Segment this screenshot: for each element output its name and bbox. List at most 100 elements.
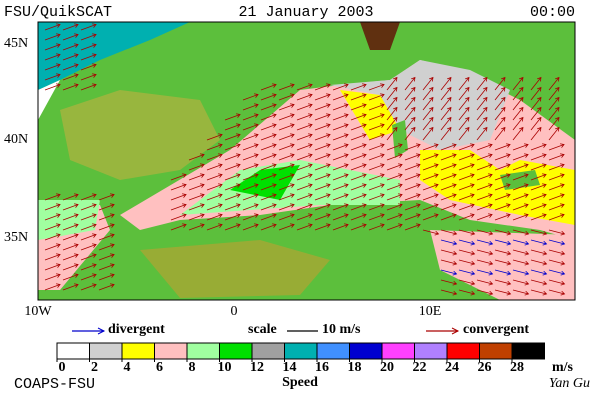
- wind-arrow: [458, 279, 476, 286]
- wind-arrow: [242, 223, 259, 231]
- wind-arrow: [386, 163, 403, 171]
- wind-arrow: [242, 103, 259, 111]
- wind-arrow: [80, 83, 97, 91]
- wind-arrow: [530, 249, 548, 256]
- lat-label: 40N: [4, 132, 28, 147]
- wind-arrow: [548, 86, 560, 101]
- wind-arrow: [458, 143, 475, 151]
- wind-arrow: [512, 143, 529, 151]
- wind-arrow: [350, 223, 367, 231]
- wind-arrow: [494, 269, 512, 276]
- wind-arrow: [404, 106, 416, 121]
- wind-arrow: [422, 106, 434, 121]
- wind-arrow: [314, 173, 331, 181]
- wind-arrow: [530, 193, 547, 201]
- wind-arrow: [548, 106, 560, 121]
- wind-arrow: [296, 193, 313, 201]
- wind-arrow: [260, 183, 277, 191]
- colorbar-box: [511, 342, 545, 360]
- wind-arrow: [422, 76, 434, 91]
- wind-arrow: [440, 229, 458, 236]
- colorbar-box: [381, 342, 415, 360]
- wind-arrow: [80, 243, 97, 251]
- colorbar-label: Speed: [282, 375, 318, 390]
- wind-arrow: [476, 279, 494, 286]
- wind-arrow: [260, 163, 277, 171]
- wind-arrow: [476, 163, 493, 171]
- wind-arrow: [422, 126, 434, 141]
- wind-arrow: [314, 113, 331, 121]
- wind-arrow: [242, 123, 259, 131]
- wind-arrow: [332, 173, 349, 181]
- colorbar-tick-label: 16: [315, 360, 329, 375]
- wind-arrow: [548, 203, 565, 211]
- wind-arrow: [476, 289, 494, 296]
- wind-arrow: [278, 103, 295, 111]
- arrow-head: [97, 327, 106, 335]
- wind-arrow: [530, 153, 547, 161]
- wind-arrow: [44, 233, 61, 241]
- wind-arrow: [188, 163, 205, 171]
- wind-arrow: [62, 263, 79, 271]
- wind-arrow: [548, 163, 565, 171]
- wind-arrow: [404, 213, 421, 221]
- wind-arrow: [440, 279, 458, 286]
- wind-arrow: [332, 203, 349, 211]
- wind-arrow: [62, 33, 79, 41]
- wind-arrow: [224, 173, 241, 181]
- wind-arrow: [476, 229, 494, 236]
- wind-arrow: [332, 93, 349, 101]
- wind-arrow: [62, 73, 79, 81]
- wind-arrow: [242, 163, 259, 171]
- lon-label: 0: [231, 304, 238, 319]
- header-center: 21 January 2003: [238, 4, 373, 21]
- atlantic-mid: [38, 200, 100, 240]
- wind-arrow: [278, 123, 295, 131]
- wind-arrow: [350, 93, 367, 101]
- wind-arrow: [80, 63, 97, 71]
- wind-arrow: [80, 73, 97, 81]
- wind-arrow: [458, 259, 476, 266]
- wind-arrow: [440, 173, 457, 181]
- wind-arrow: [188, 213, 205, 221]
- wind-arrow: [62, 63, 79, 71]
- wind-arrow: [332, 113, 349, 121]
- wind-arrow: [98, 283, 115, 291]
- wind-arrow: [548, 126, 560, 141]
- wind-arrow: [458, 86, 470, 101]
- header-left: FSU/QuikSCAT: [4, 4, 112, 21]
- wind-arrow: [242, 173, 259, 181]
- wind-arrow: [494, 96, 506, 111]
- wind-arrow: [296, 213, 313, 221]
- wind-arrow: [440, 193, 457, 201]
- colorbar-tick-label: 28: [510, 360, 524, 375]
- wind-arrow: [494, 173, 511, 181]
- wind-arrow: [476, 126, 488, 141]
- wind-arrow: [494, 126, 506, 141]
- wind-arrow: [296, 203, 313, 211]
- map-frame: [37, 21, 576, 301]
- wind-arrow: [296, 183, 313, 191]
- wind-arrow: [296, 153, 313, 161]
- wind-arrow: [494, 289, 512, 296]
- wind-arrow: [386, 76, 398, 91]
- alps: [360, 22, 400, 50]
- wind-arrow: [350, 103, 367, 111]
- wind-arrow: [512, 76, 524, 91]
- wind-arrow: [62, 83, 79, 91]
- footer-left: COAPS-FSU: [14, 376, 95, 393]
- wind-arrow: [404, 203, 421, 211]
- wind-arrow: [494, 153, 511, 161]
- wind-arrow: [188, 173, 205, 181]
- wind-arrow: [314, 163, 331, 171]
- wind-arrow: [494, 213, 511, 221]
- wind-arrow: [242, 203, 259, 211]
- wind-arrow: [458, 106, 470, 121]
- wind-arrow: [62, 253, 79, 261]
- wind-arrow: [332, 103, 349, 111]
- wind-arrow: [368, 93, 385, 101]
- wind-arrow: [530, 183, 547, 191]
- footer-right: Yan Gu: [549, 376, 590, 391]
- wind-arrow: [296, 93, 313, 101]
- colorbar-tick-label: 26: [478, 360, 492, 375]
